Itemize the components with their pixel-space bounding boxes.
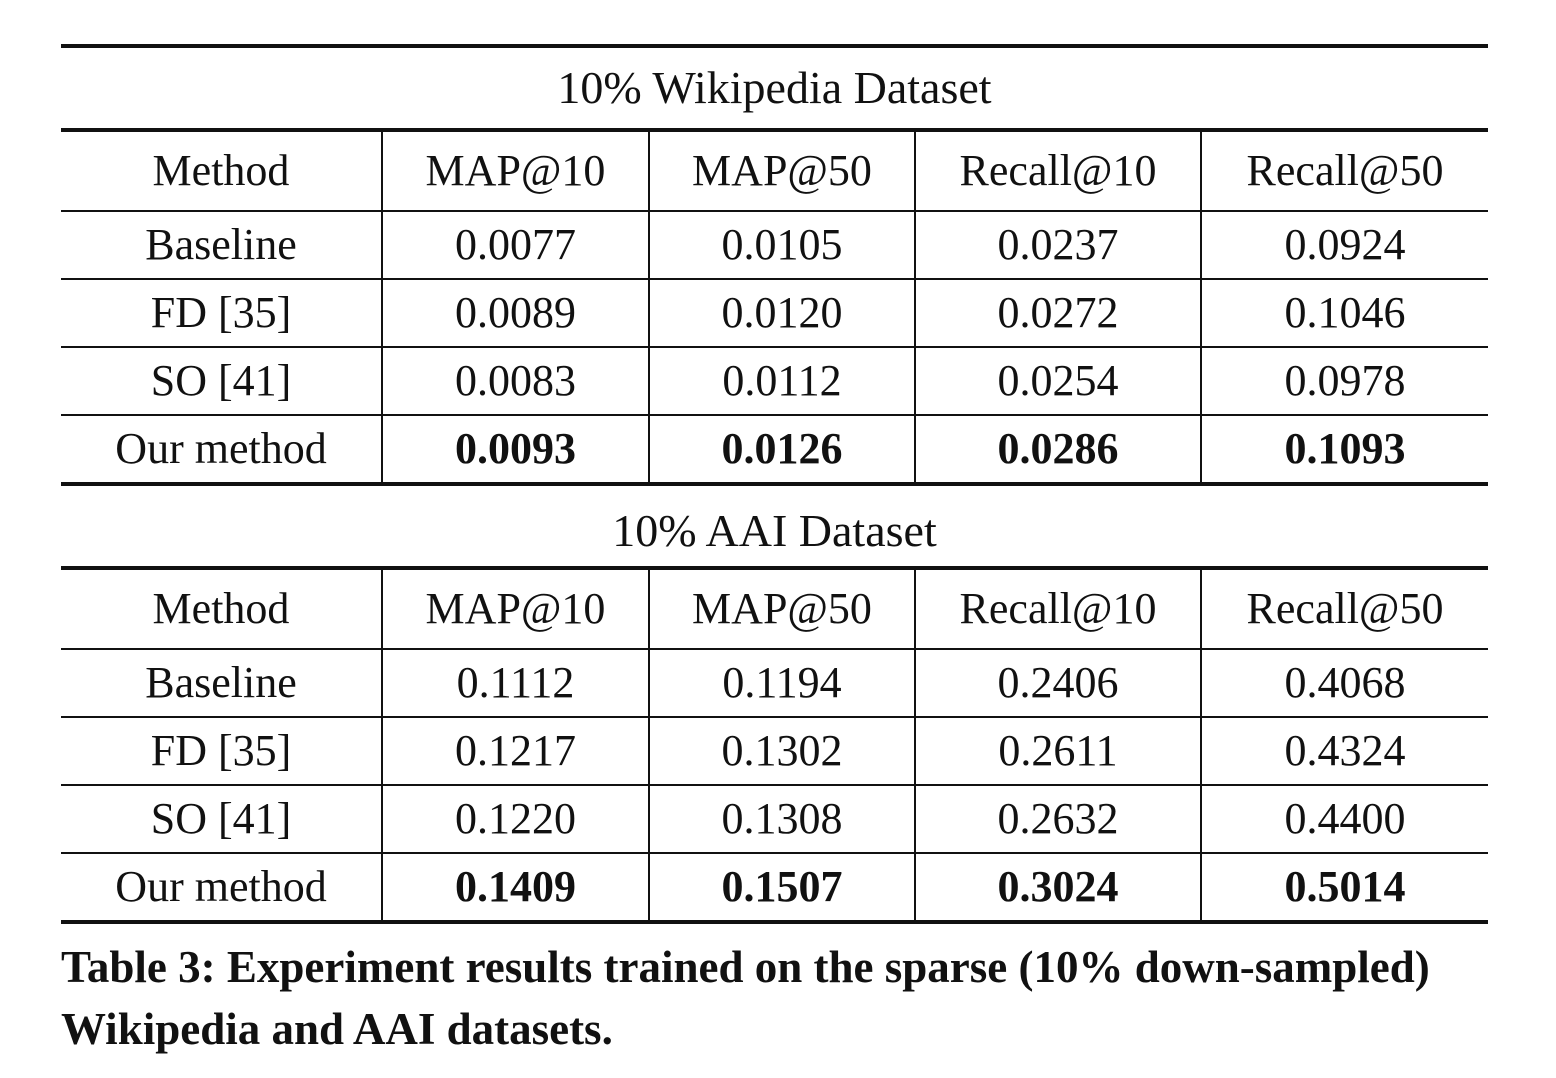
value-cell: 0.2632 [914,784,1201,853]
value-cell: 0.2406 [914,648,1201,717]
value-cell: 0.0120 [648,278,915,347]
value-cell-best: 0.1093 [1200,414,1488,482]
aai-table: Method MAP@10 MAP@50 Recall@10 Recall@50… [61,570,1488,920]
value-cell: 0.4400 [1200,784,1488,853]
value-cell: 0.1302 [648,716,915,785]
value-cell: 0.0924 [1200,210,1488,279]
table-row: Our method 0.1409 0.1507 0.3024 0.5014 [61,852,1488,920]
method-cell: SO [41] [61,346,382,415]
method-cell: FD [35] [61,716,382,785]
header-recall10: Recall@10 [914,132,1201,211]
bottom-rule [61,920,1488,924]
section-title-wikipedia: 10% Wikipedia Dataset [557,62,992,113]
section-rule [61,128,1488,132]
value-cell: 0.0272 [914,278,1201,347]
header-row: Method MAP@10 MAP@50 Recall@10 Recall@50 [61,132,1488,211]
table-row: FD [35] 0.1217 0.1302 0.2611 0.4324 [61,716,1488,785]
value-cell: 0.0254 [914,346,1201,415]
value-cell: 0.2611 [914,716,1201,785]
value-cell: 0.0237 [914,210,1201,279]
value-cell: 0.1194 [648,648,915,717]
value-cell: 0.0112 [648,346,915,415]
value-cell: 0.0105 [648,210,915,279]
header-map10: MAP@10 [381,132,649,211]
method-cell: FD [35] [61,278,382,347]
header-recall10: Recall@10 [914,570,1201,649]
header-recall50: Recall@50 [1200,132,1488,211]
header-map10: MAP@10 [381,570,649,649]
header-recall50: Recall@50 [1200,570,1488,649]
value-cell-best: 0.5014 [1200,852,1488,920]
value-cell: 0.0978 [1200,346,1488,415]
value-cell: 0.0083 [381,346,649,415]
header-map50: MAP@50 [648,570,915,649]
results-table: 10% Wikipedia Dataset Method MAP@10 MAP@… [61,44,1488,924]
section-rule [61,566,1488,570]
value-cell: 0.4068 [1200,648,1488,717]
table-caption: Table 3: Experiment results trained on t… [61,942,1430,1054]
header-method: Method [152,146,290,195]
value-cell: 0.0077 [381,210,649,279]
value-cell: 0.1220 [381,784,649,853]
mid-rule [61,482,1488,486]
method-cell: Baseline [61,648,382,717]
table-row: Baseline 0.1112 0.1194 0.2406 0.4068 [61,648,1488,717]
top-rule [61,44,1488,48]
value-cell: 0.1308 [648,784,915,853]
table-row: SO [41] 0.0083 0.0112 0.0254 0.0978 [61,346,1488,415]
method-cell: SO [41] [61,784,382,853]
table-row: SO [41] 0.1220 0.1308 0.2632 0.4400 [61,784,1488,853]
method-cell: Our method [61,852,382,920]
value-cell-best: 0.0093 [381,414,649,482]
table-row: FD [35] 0.0089 0.0120 0.0272 0.1046 [61,278,1488,347]
value-cell-best: 0.0286 [914,414,1201,482]
value-cell-best: 0.3024 [914,852,1201,920]
method-cell: Baseline [61,210,382,279]
value-cell: 0.4324 [1200,716,1488,785]
value-cell: 0.0089 [381,278,649,347]
header-method: Method [152,584,290,633]
value-cell-best: 0.1409 [381,852,649,920]
value-cell: 0.1112 [381,648,649,717]
header-map50: MAP@50 [648,132,915,211]
header-row: Method MAP@10 MAP@50 Recall@10 Recall@50 [61,570,1488,649]
value-cell: 0.1046 [1200,278,1488,347]
section-title-aai: 10% AAI Dataset [612,505,937,556]
table-row: Our method 0.0093 0.0126 0.0286 0.1093 [61,414,1488,482]
table-row: Baseline 0.0077 0.0105 0.0237 0.0924 [61,210,1488,279]
value-cell-best: 0.0126 [648,414,915,482]
value-cell: 0.1217 [381,716,649,785]
wikipedia-table: Method MAP@10 MAP@50 Recall@10 Recall@50… [61,132,1488,482]
method-cell: Our method [61,414,382,482]
value-cell-best: 0.1507 [648,852,915,920]
